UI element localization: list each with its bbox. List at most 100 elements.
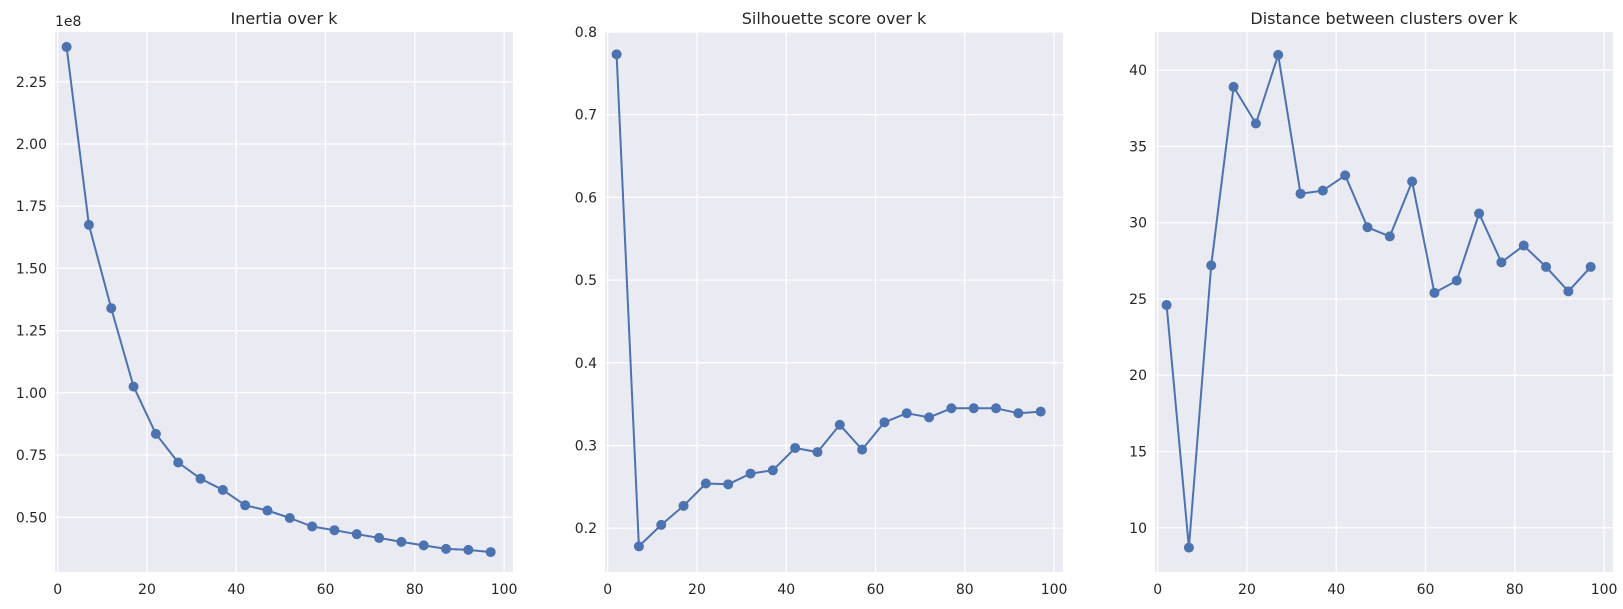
silhouette-x-tick-label: 60: [867, 582, 885, 598]
silhouette-x-tick-label: 20: [688, 582, 706, 598]
inertia-y-tick-label: 0.50: [16, 510, 47, 526]
inertia-data-point: [351, 529, 362, 540]
silhouette-data-point: [1035, 406, 1046, 417]
distance-data-point: [1474, 208, 1485, 219]
silhouette-y-tick-label: 0.8: [575, 25, 597, 41]
silhouette-x-tick-label: 0: [603, 582, 612, 598]
inertia-y-tick-label: 1.00: [16, 386, 47, 402]
inertia-chart-title: Inertia over k: [231, 9, 339, 28]
silhouette-y-tick-label: 0.2: [575, 521, 597, 537]
distance-data-point: [1429, 287, 1440, 298]
silhouette-y-tick-label: 0.3: [575, 438, 597, 454]
silhouette-data-point: [790, 442, 801, 453]
silhouette-data-point: [700, 478, 711, 489]
inertia-data-point: [150, 428, 161, 439]
silhouette-x-tick-label: 100: [1041, 582, 1068, 598]
silhouette-x-tick-label: 40: [777, 582, 795, 598]
inertia-data-point: [217, 484, 228, 495]
inertia-y-tick-label: 1.50: [16, 261, 47, 277]
inertia-offset-label: 1e8: [55, 14, 81, 30]
distance-data-point: [1340, 170, 1351, 181]
inertia-x-tick-label: 100: [491, 582, 518, 598]
distance-x-tick-label: 0: [1153, 582, 1162, 598]
distance-data-point: [1228, 81, 1239, 92]
distance-data-point: [1384, 231, 1395, 242]
distance-y-tick-label: 20: [1129, 368, 1147, 384]
silhouette-data-point: [812, 447, 823, 458]
silhouette-data-point: [745, 468, 756, 479]
distance-data-point: [1295, 188, 1306, 199]
inertia-data-point: [240, 500, 251, 511]
silhouette-data-point: [633, 541, 644, 552]
silhouette-data-point: [611, 49, 622, 60]
distance-data-point: [1161, 300, 1172, 311]
distance-data-point: [1273, 49, 1284, 60]
inertia-data-point: [61, 41, 72, 52]
inertia-plot-area: [55, 32, 513, 572]
distance-x-tick-label: 20: [1238, 582, 1256, 598]
distance-y-tick-label: 15: [1129, 444, 1147, 460]
inertia-x-tick-label: 60: [317, 582, 335, 598]
inertia-data-point: [441, 543, 452, 554]
silhouette-y-tick-label: 0.4: [575, 356, 597, 372]
distance-data-point: [1585, 261, 1596, 272]
silhouette-chart-title: Silhouette score over k: [742, 9, 927, 28]
silhouette-data-point: [767, 465, 778, 476]
silhouette-data-point: [968, 403, 979, 414]
distance-chart-title: Distance between clusters over k: [1250, 9, 1518, 28]
silhouette-y-tick-label: 0.7: [575, 108, 597, 124]
distance-y-tick-label: 10: [1129, 521, 1147, 537]
inertia-data-point: [284, 513, 295, 523]
inertia-y-tick-label: 2.00: [16, 137, 47, 153]
inertia-x-tick-label: 80: [406, 582, 424, 598]
distance-data-point: [1541, 261, 1552, 272]
distance-plot-area: [1155, 32, 1613, 572]
silhouette-data-point: [991, 403, 1002, 414]
silhouette-y-tick-label: 0.6: [575, 190, 597, 206]
inertia-y-tick-label: 1.75: [16, 199, 47, 215]
inertia-chart: 0 20 40 60 80 100 0.50 0.75 1.00 1.25 1.50 1.75 2.00…: [16, 9, 518, 598]
distance-data-point: [1183, 542, 1194, 553]
silhouette-data-point: [723, 479, 734, 490]
distance-x-tick-label: 60: [1417, 582, 1435, 598]
distance-y-tick-label: 40: [1129, 63, 1147, 79]
silhouette-data-point: [678, 500, 689, 511]
silhouette-plot-area: [605, 32, 1063, 572]
distance-data-point: [1518, 240, 1529, 251]
inertia-data-point: [195, 473, 206, 484]
silhouette-data-point: [834, 419, 845, 430]
distance-y-tick-label: 25: [1129, 292, 1147, 308]
inertia-data-point: [83, 219, 94, 230]
inertia-data-point: [128, 381, 139, 392]
silhouette-chart: 0 20 40 60 80 100 0.2 0.3 0.4 0.5 0.6 0.7 0.8 Silhoue…: [575, 9, 1068, 598]
distance-data-point: [1496, 257, 1507, 268]
silhouette-data-point: [946, 403, 957, 414]
distance-y-tick-label: 30: [1129, 216, 1147, 232]
distance-data-point: [1407, 176, 1418, 187]
distance-data-point: [1317, 185, 1328, 196]
inertia-data-point: [262, 505, 273, 516]
distance-x-tick-label: 80: [1506, 582, 1524, 598]
inertia-y-tick-label: 0.75: [16, 448, 47, 464]
inertia-data-point: [463, 544, 474, 555]
inertia-x-tick-label: 20: [138, 582, 156, 598]
inertia-x-tick-label: 40: [227, 582, 245, 598]
inertia-data-point: [396, 536, 407, 547]
silhouette-data-point: [901, 408, 912, 419]
silhouette-x-tick-label: 80: [956, 582, 974, 598]
inertia-data-point: [418, 540, 429, 551]
inertia-data-point: [329, 525, 340, 536]
distance-chart: 0 20 40 60 80 100 10 15 20 25 30 35 40 Distance betwe…: [1129, 9, 1617, 598]
distance-data-point: [1563, 286, 1574, 297]
distance-data-point: [1250, 118, 1261, 129]
silhouette-data-point: [924, 412, 935, 423]
silhouette-y-tick-label: 0.5: [575, 273, 597, 289]
inertia-y-tick-label: 1.25: [16, 324, 47, 340]
inertia-data-point: [485, 547, 496, 558]
inertia-x-tick-label: 0: [53, 582, 62, 598]
silhouette-data-point: [1013, 408, 1024, 419]
inertia-data-point: [374, 532, 385, 543]
inertia-data-point: [307, 521, 318, 532]
distance-data-point: [1206, 260, 1217, 271]
